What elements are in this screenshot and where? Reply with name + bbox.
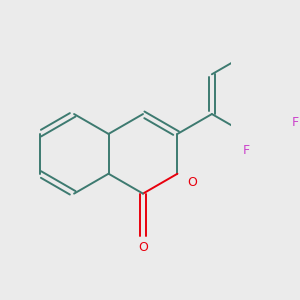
- Text: F: F: [243, 144, 250, 157]
- Text: F: F: [292, 116, 299, 129]
- Text: O: O: [138, 241, 148, 254]
- Text: O: O: [187, 176, 197, 189]
